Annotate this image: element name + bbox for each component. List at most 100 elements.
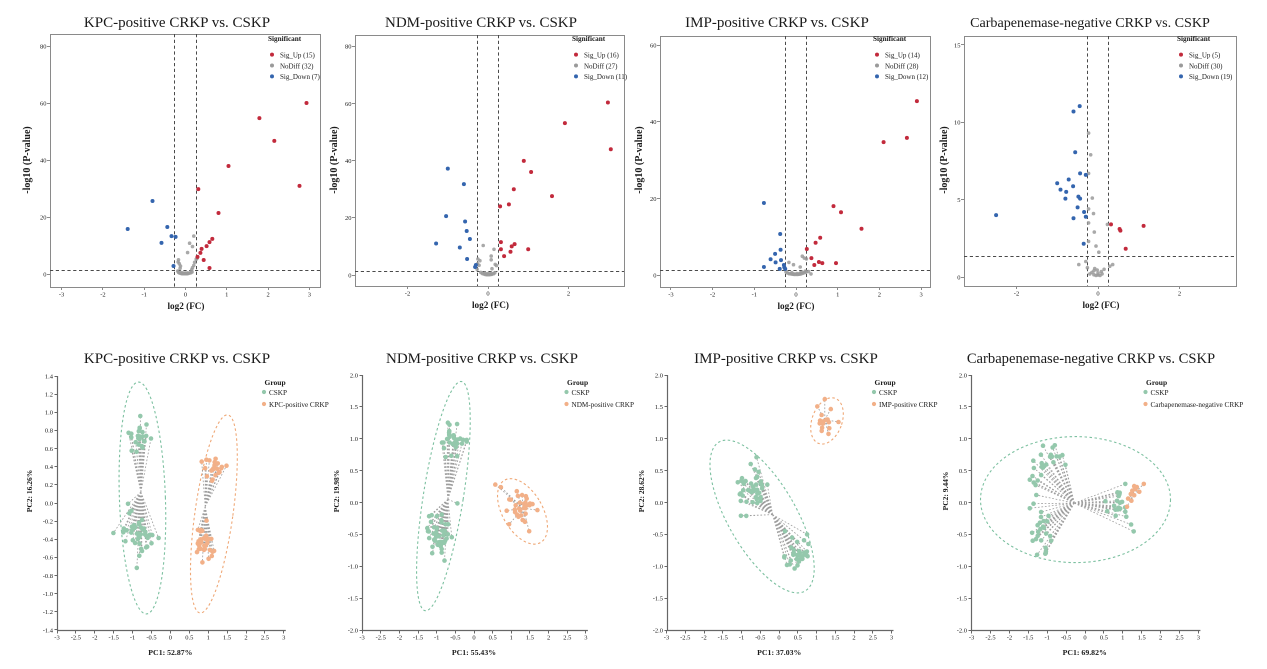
svg-text:0: 0 (794, 292, 797, 299)
svg-text:0.5: 0.5 (350, 468, 358, 475)
svg-text:1.5: 1.5 (1138, 635, 1146, 642)
svg-text:log2 (FC): log2 (FC) (472, 300, 509, 310)
svg-text:-1: -1 (752, 292, 757, 299)
svg-text:-0.5: -0.5 (653, 532, 663, 539)
svg-text:-2.0: -2.0 (653, 627, 663, 634)
svg-text:Sig_Down (12): Sig_Down (12) (885, 73, 929, 81)
svg-text:-1.2: -1.2 (43, 609, 53, 616)
svg-text:PC2: 28.62%: PC2: 28.62% (637, 470, 646, 513)
svg-text:-2: -2 (1007, 635, 1012, 642)
svg-text:CSKP: CSKP (879, 389, 897, 397)
svg-text:-0.4: -0.4 (43, 537, 54, 544)
svg-text:PC2: 9.44%: PC2: 9.44% (941, 472, 950, 511)
svg-text:-1: -1 (739, 635, 744, 642)
svg-text:80: 80 (40, 43, 47, 50)
svg-text:0.0: 0.0 (350, 500, 358, 507)
svg-text:-log10 (P-value): -log10 (P-value) (939, 126, 950, 194)
svg-text:0.5: 0.5 (959, 468, 967, 475)
svg-text:-0.5: -0.5 (1061, 635, 1071, 642)
svg-text:-1.0: -1.0 (43, 591, 53, 598)
svg-text:Significant: Significant (572, 35, 606, 43)
svg-text:-2.0: -2.0 (348, 627, 358, 634)
svg-text:log2 (FC): log2 (FC) (778, 301, 815, 311)
svg-text:80: 80 (345, 44, 352, 51)
svg-text:-3: -3 (668, 292, 673, 299)
svg-text:40: 40 (40, 157, 47, 164)
svg-text:0: 0 (472, 635, 475, 642)
svg-text:PC2: 16.26%: PC2: 16.26% (25, 470, 34, 513)
svg-text:1.0: 1.0 (350, 436, 358, 443)
svg-text:-0.5: -0.5 (450, 635, 460, 642)
svg-text:0: 0 (653, 272, 656, 279)
svg-text:Sig_Down (19): Sig_Down (19) (1189, 73, 1233, 81)
svg-text:-1.5: -1.5 (718, 635, 728, 642)
svg-text:0.5: 0.5 (185, 634, 193, 641)
svg-text:1.5: 1.5 (526, 635, 534, 642)
svg-text:1: 1 (1121, 635, 1124, 642)
svg-text:1.5: 1.5 (223, 634, 231, 641)
svg-text:-0.2: -0.2 (43, 518, 53, 525)
svg-text:0: 0 (348, 272, 351, 279)
svg-text:1: 1 (207, 634, 210, 641)
svg-text:3: 3 (890, 635, 893, 642)
svg-text:Carbapenemase-negative CRKP: Carbapenemase-negative CRKP (1151, 401, 1244, 409)
svg-text:PC1: 37.03%: PC1: 37.03% (757, 648, 801, 657)
svg-text:-1.5: -1.5 (413, 635, 423, 642)
svg-text:Group: Group (875, 378, 896, 387)
svg-text:-0.5: -0.5 (755, 635, 765, 642)
svg-text:0: 0 (1096, 291, 1099, 298)
svg-text:0.0: 0.0 (655, 500, 663, 507)
svg-text:NDM-positive CRKP: NDM-positive CRKP (572, 401, 635, 409)
svg-text:0.5: 0.5 (794, 635, 802, 642)
svg-text:0.5: 0.5 (1100, 635, 1108, 642)
svg-text:Group: Group (1146, 378, 1167, 387)
svg-text:0: 0 (184, 292, 187, 299)
svg-text:Significant: Significant (268, 35, 302, 43)
svg-text:PC1: 52.87%: PC1: 52.87% (148, 648, 192, 657)
svg-text:Sig_Down (7): Sig_Down (7) (280, 73, 321, 81)
svg-text:1: 1 (510, 635, 513, 642)
svg-text:2: 2 (266, 292, 269, 299)
svg-text:PC1: 69.82%: PC1: 69.82% (1063, 648, 1107, 657)
svg-text:-0.8: -0.8 (43, 573, 53, 580)
svg-text:2.0: 2.0 (350, 372, 358, 379)
svg-text:40: 40 (650, 119, 657, 126)
svg-text:-2: -2 (701, 635, 706, 642)
svg-text:0.6: 0.6 (45, 446, 54, 453)
svg-text:CSKP: CSKP (1151, 389, 1169, 397)
svg-text:KPC-positive CRKP: KPC-positive CRKP (269, 401, 329, 409)
svg-text:KPC-positive CRKP vs. CSKP: KPC-positive CRKP vs. CSKP (84, 351, 270, 367)
svg-text:1.0: 1.0 (959, 436, 967, 443)
svg-text:1.2: 1.2 (45, 391, 53, 398)
svg-text:3: 3 (919, 292, 922, 299)
svg-text:-0.5: -0.5 (146, 634, 156, 641)
svg-text:3: 3 (308, 292, 311, 299)
svg-text:1.5: 1.5 (350, 404, 358, 411)
svg-text:-1: -1 (434, 635, 439, 642)
svg-text:1: 1 (815, 635, 818, 642)
svg-text:CSKP: CSKP (572, 389, 590, 397)
svg-text:KPC-positive CRKP vs. CSKP: KPC-positive CRKP vs. CSKP (84, 15, 270, 31)
svg-text:-2.0: -2.0 (957, 627, 967, 634)
svg-text:-2: -2 (710, 292, 715, 299)
svg-text:0.5: 0.5 (489, 635, 497, 642)
svg-text:-2: -2 (1014, 291, 1019, 298)
svg-text:3: 3 (584, 635, 587, 642)
svg-text:2.5: 2.5 (261, 634, 269, 641)
svg-text:Sig_Up (16): Sig_Up (16) (584, 51, 619, 59)
svg-text:-3: -3 (969, 635, 974, 642)
svg-text:-2.5: -2.5 (376, 635, 386, 642)
svg-text:Sig_Down (11): Sig_Down (11) (584, 73, 628, 81)
svg-text:Significant: Significant (873, 35, 907, 43)
svg-text:IMP-positive CRKP vs. CSKP: IMP-positive CRKP vs. CSKP (685, 15, 869, 31)
svg-text:2: 2 (567, 291, 570, 298)
svg-text:2.5: 2.5 (1175, 635, 1183, 642)
svg-text:60: 60 (345, 101, 352, 108)
svg-text:0.2: 0.2 (45, 482, 53, 489)
svg-text:2.5: 2.5 (869, 635, 877, 642)
svg-text:-2.5: -2.5 (985, 635, 995, 642)
svg-text:0.4: 0.4 (45, 464, 54, 471)
svg-text:10: 10 (954, 120, 961, 127)
svg-text:log2 (FC): log2 (FC) (1083, 300, 1120, 310)
svg-text:-1.5: -1.5 (348, 595, 358, 602)
